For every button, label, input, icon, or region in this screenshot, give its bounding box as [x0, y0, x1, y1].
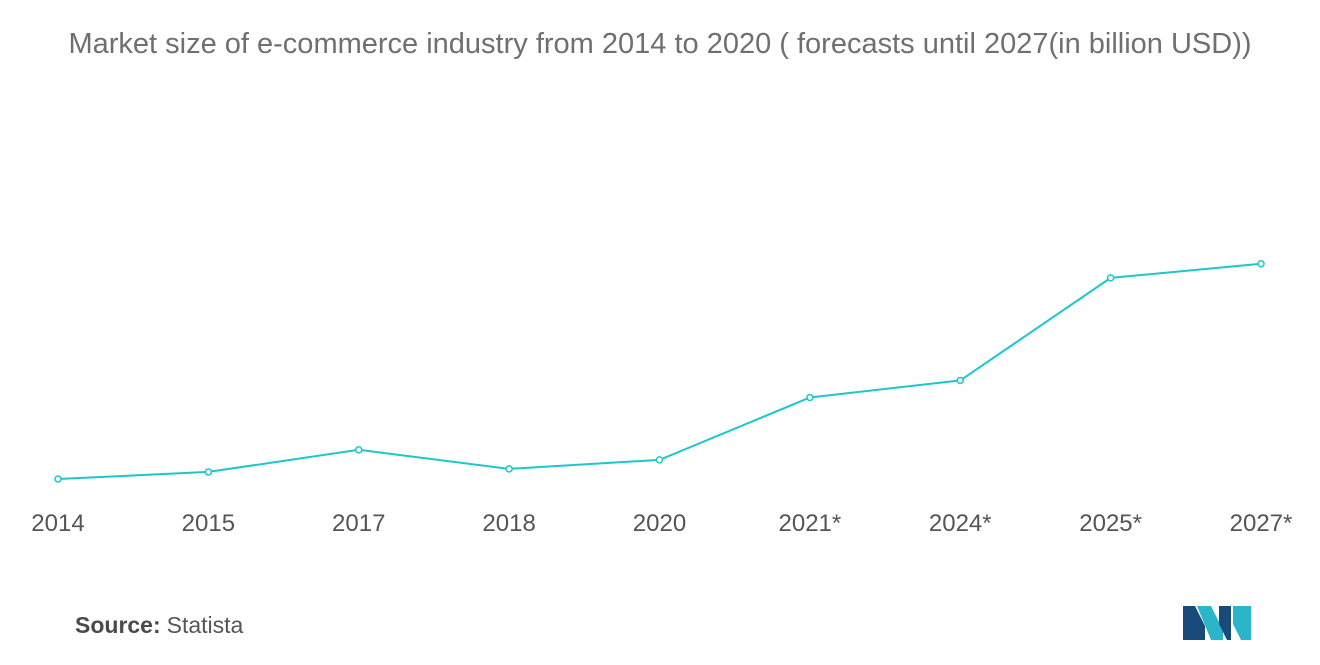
source-label: Source:	[75, 612, 161, 638]
data-point-2021	[806, 393, 814, 402]
x-tick-label: 2014	[31, 510, 84, 537]
x-tick-label: 2025*	[1079, 510, 1142, 537]
x-tick-label: 2015	[182, 510, 235, 537]
source-note: Source: Statista	[75, 612, 243, 639]
data-point-2020	[655, 456, 664, 464]
x-tick-label: 2024*	[929, 510, 992, 537]
mordor-intelligence-logo-icon	[1183, 606, 1251, 640]
line-chart: 2014 2015 2017 2018 2020 2021* 2024* 2025* 2027*	[31, 260, 1292, 537]
data-point-2017	[355, 446, 363, 454]
marker-layer	[54, 260, 1265, 483]
data-point-2025	[1106, 274, 1115, 282]
chart-title: Market size of e-commerce industry from …	[68, 28, 1252, 60]
series-layer	[57, 262, 1262, 480]
x-tick-label: 2018	[482, 510, 535, 537]
logo-shape-left	[1183, 606, 1205, 640]
x-axis-ticks: 2014 2015 2017 2018 2020 2021* 2024* 2025* 2027*	[31, 510, 1292, 537]
x-tick-label: 2027*	[1230, 510, 1293, 537]
data-point-2024	[956, 376, 964, 385]
x-tick-label: 2017	[332, 510, 385, 537]
data-point-2015	[204, 468, 213, 476]
logo-shape-right-dark	[1219, 606, 1231, 640]
x-tick-label: 2021*	[779, 510, 842, 537]
series-line	[57, 262, 1262, 480]
x-tick-label: 2020	[633, 510, 686, 537]
data-point-2014	[54, 475, 62, 483]
data-point-2027	[1257, 260, 1265, 268]
logo-shape-right-light	[1233, 606, 1251, 640]
data-point-2018	[505, 465, 513, 473]
logo-shape-mid	[1197, 606, 1223, 640]
source-value: Statista	[166, 612, 244, 638]
